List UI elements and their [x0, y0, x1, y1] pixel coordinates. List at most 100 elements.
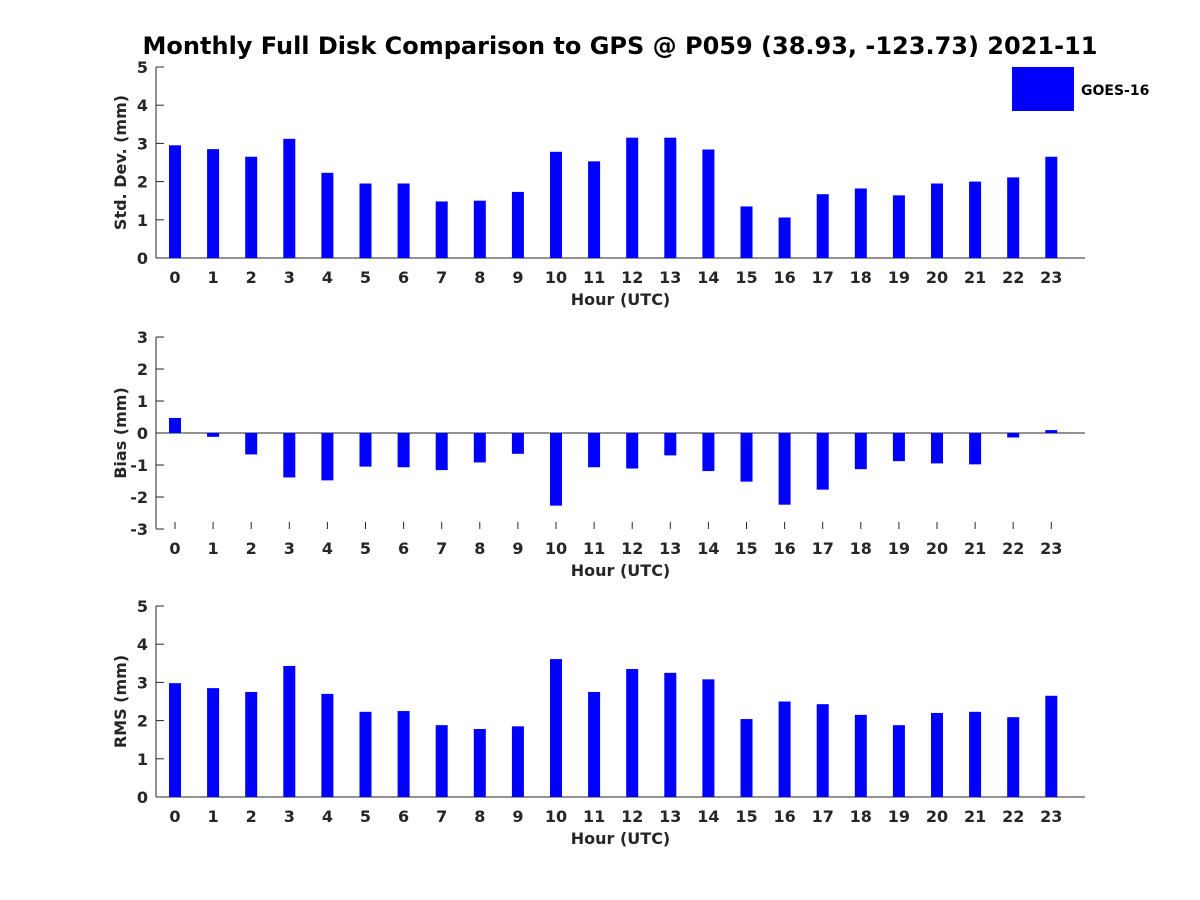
bar	[397, 711, 410, 797]
x-tick-label: 12	[621, 268, 643, 287]
bar	[473, 433, 486, 463]
x-tick-label: 19	[888, 268, 910, 287]
x-tick-label: 15	[735, 807, 757, 826]
bar	[664, 433, 677, 456]
x-tick-label: 8	[474, 807, 485, 826]
x-tick-label: 0	[169, 268, 180, 287]
y-tick-label: 1	[137, 750, 148, 769]
bar	[969, 181, 982, 258]
y-tick-label: -1	[130, 456, 148, 475]
x-tick-label: 5	[360, 539, 371, 558]
bar	[816, 433, 829, 490]
x-tick-label: 23	[1040, 807, 1062, 826]
x-tick-label: 8	[474, 539, 485, 558]
bar	[169, 145, 181, 258]
bar	[511, 433, 524, 454]
bar	[359, 711, 372, 797]
bar	[702, 149, 715, 258]
x-tick-label: 15	[735, 539, 757, 558]
y-tick-label: 5	[137, 597, 148, 616]
bar	[854, 714, 867, 797]
bar	[283, 665, 296, 797]
y-tick-label: 0	[137, 249, 148, 268]
x-tick-label: 4	[322, 268, 333, 287]
x-tick-label: 10	[545, 807, 567, 826]
bar	[702, 433, 715, 472]
bar	[207, 688, 220, 797]
x-tick-label: 6	[398, 268, 409, 287]
bar	[778, 433, 791, 505]
legend-label: GOES-16	[1081, 83, 1149, 99]
bar	[931, 183, 943, 258]
bar	[550, 151, 562, 258]
x-tick-label: 13	[659, 807, 681, 826]
bar	[626, 669, 639, 797]
x-tick-label: 14	[697, 539, 719, 558]
x-tick-label: 11	[583, 268, 605, 287]
x-tick-label: 2	[246, 807, 257, 826]
bar	[245, 156, 258, 258]
bar	[588, 433, 601, 468]
y-tick-label: -2	[130, 488, 148, 507]
y-tick-label: 3	[137, 673, 148, 692]
y-axis-label: RMS (mm)	[111, 655, 130, 748]
x-tick-label: 10	[545, 539, 567, 558]
x-tick-label: 19	[888, 539, 910, 558]
y-tick-label: 2	[137, 173, 148, 192]
y-tick-label: 3	[137, 328, 148, 347]
bar	[321, 693, 334, 797]
x-tick-label: 16	[773, 268, 795, 287]
x-tick-label: 17	[812, 539, 834, 558]
x-tick-label: 9	[512, 268, 523, 287]
y-tick-label: 3	[137, 134, 148, 153]
legend-swatch	[1012, 67, 1074, 111]
bar	[473, 729, 486, 797]
bar	[740, 719, 753, 797]
x-tick-label: 7	[436, 539, 447, 558]
y-tick-label: 1	[137, 211, 148, 230]
x-tick-label: 18	[850, 268, 872, 287]
bar	[1007, 177, 1020, 258]
bar	[854, 433, 867, 470]
x-tick-label: 20	[926, 807, 948, 826]
x-tick-label: 8	[474, 268, 485, 287]
x-tick-label: 17	[812, 268, 834, 287]
y-tick-label: 4	[137, 635, 148, 654]
bar	[207, 149, 220, 258]
bar	[702, 679, 715, 797]
y-axis-label: Bias (mm)	[111, 387, 130, 479]
bar	[550, 659, 562, 797]
x-tick-label: 13	[659, 268, 681, 287]
legend: GOES-16	[1012, 67, 1149, 111]
x-tick-label: 23	[1040, 268, 1062, 287]
x-tick-label: 22	[1002, 539, 1024, 558]
bar	[626, 433, 639, 469]
bar	[169, 683, 181, 797]
x-tick-label: 5	[360, 268, 371, 287]
x-tick-label: 6	[398, 807, 409, 826]
y-axis-label: Std. Dev. (mm)	[111, 95, 130, 230]
bar	[664, 137, 677, 258]
x-tick-label: 12	[621, 539, 643, 558]
x-tick-label: 9	[512, 539, 523, 558]
x-tick-label: 11	[583, 807, 605, 826]
bar	[892, 195, 905, 258]
bar	[245, 433, 258, 455]
bar	[397, 183, 410, 258]
x-tick-label: 14	[697, 268, 719, 287]
x-tick-label: 23	[1040, 539, 1062, 558]
bar	[397, 433, 410, 468]
y-tick-label: 0	[137, 788, 148, 807]
x-tick-label: 4	[322, 539, 333, 558]
x-tick-label: 2	[246, 268, 257, 287]
bar	[816, 194, 829, 258]
bar	[892, 433, 905, 462]
x-tick-label: 3	[284, 807, 295, 826]
bar	[359, 183, 372, 258]
bar	[740, 206, 753, 258]
x-tick-label: 19	[888, 807, 910, 826]
bar	[435, 725, 448, 797]
bar	[854, 188, 867, 258]
x-tick-label: 18	[850, 539, 872, 558]
